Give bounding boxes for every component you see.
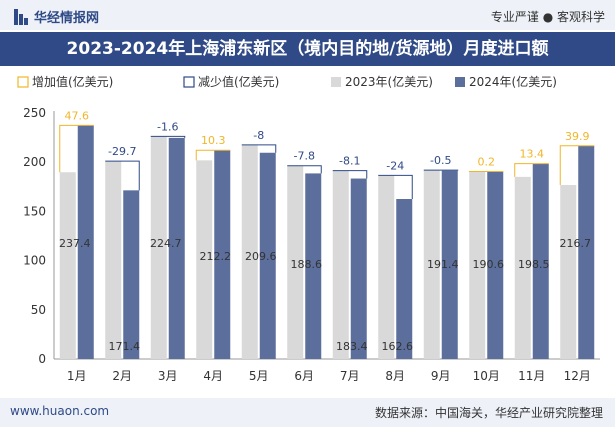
legend-label: 2023年(亿美元) [345, 74, 433, 89]
legend-marker [455, 77, 465, 87]
bar-2024 [305, 173, 322, 359]
increase-label: 47.6 [65, 109, 90, 122]
y-tick-label: 0 [38, 352, 46, 366]
x-tick-label: 11月 [518, 369, 545, 383]
bar-2024 [77, 125, 94, 359]
data-label-2024: 188.6 [291, 258, 323, 271]
bar-2023 [423, 170, 440, 359]
decrease-bracket [287, 165, 322, 174]
data-label-2024: 162.6 [382, 340, 414, 353]
decrease-bracket [150, 135, 186, 138]
decrease-bracket [105, 160, 140, 191]
data-label-2024: 191.4 [427, 258, 459, 271]
brand-name: 华经情报网 [34, 11, 100, 26]
increase-label: 13.4 [520, 148, 545, 161]
x-tick-label: 7月 [340, 369, 360, 383]
bar-2024 [487, 171, 504, 359]
decrease-label: -1.6 [157, 120, 178, 133]
data-label-2024: 216.7 [560, 237, 592, 250]
x-tick-label: 2月 [112, 369, 132, 383]
bar-2023 [378, 175, 395, 359]
bar-2023 [150, 136, 167, 359]
x-tick-label: 12月 [564, 369, 591, 383]
bar-2023 [560, 185, 577, 359]
increase-bracket [195, 149, 231, 161]
x-tick-label: 8月 [385, 369, 405, 383]
bar-2023 [514, 176, 531, 359]
bar-2024 [214, 150, 231, 359]
top-bar: 华经情报网 专业严谨 ● 客观科学 [0, 0, 615, 30]
legend-label: 减少值(亿美元) [198, 74, 279, 89]
data-label-2024: 209.6 [245, 250, 277, 263]
y-tick-label: 200 [23, 155, 46, 169]
y-tick-label: 50 [31, 303, 46, 317]
increase-bracket [514, 163, 549, 177]
bar-2023 [241, 144, 258, 359]
legend-label: 2024年(亿美元) [469, 74, 557, 89]
data-label-2024: 237.4 [59, 237, 91, 250]
x-tick-label: 3月 [158, 369, 178, 383]
decrease-bracket [378, 174, 413, 200]
data-label-2024: 198.5 [518, 258, 550, 271]
tagline: 专业严谨 ● 客观科学 [490, 10, 605, 24]
bar-2024 [350, 178, 367, 359]
brand: 华经情报网 [14, 7, 99, 26]
decrease-label: -8 [253, 129, 264, 142]
bar-2024 [578, 145, 595, 359]
chart-title: 2023-2024年上海浦东新区（境内目的地/货源地）月度进口额 [0, 32, 615, 66]
bar-2024 [123, 190, 140, 359]
y-tick-label: 250 [23, 106, 46, 120]
footer-bar: www.huaon.com 数据来源：中国海关，华经产业研究院整理 [0, 398, 615, 427]
x-tick-label: 4月 [203, 369, 223, 383]
y-tick-label: 150 [23, 204, 46, 218]
decrease-label: -0.5 [430, 154, 451, 167]
data-source: 数据来源：中国海关，华经产业研究院整理 [374, 406, 603, 420]
bar-2023 [287, 165, 304, 359]
increase-label: 39.9 [565, 130, 590, 143]
data-label-2024: 171.4 [109, 340, 141, 353]
bar-2024 [168, 137, 185, 359]
bar-2023 [332, 170, 349, 359]
bar-2024 [259, 152, 276, 359]
bar-2024 [396, 199, 413, 359]
x-tick-label: 10月 [473, 369, 500, 383]
decrease-label: -8.1 [339, 155, 360, 168]
data-label-2024: 190.6 [473, 258, 505, 271]
decrease-bracket [241, 144, 277, 153]
increase-label: 10.3 [201, 134, 226, 147]
increase-bracket [559, 145, 595, 186]
data-label-2024: 212.2 [200, 250, 232, 263]
decrease-label: -29.7 [108, 145, 136, 158]
bar-2023 [59, 172, 76, 359]
y-tick-label: 100 [23, 254, 46, 268]
increase-label: 0.2 [478, 155, 496, 168]
x-tick-label: 9月 [431, 369, 451, 383]
bar-2023 [105, 161, 122, 359]
legend-marker [331, 77, 341, 87]
footer-url[interactable]: www.huaon.com [10, 404, 110, 418]
x-tick-label: 6月 [294, 369, 314, 383]
legend-label: 增加值(亿美元) [32, 74, 113, 89]
data-label-2024: 183.4 [336, 340, 368, 353]
legend-marker [183, 76, 195, 88]
x-tick-label: 1月 [67, 369, 87, 383]
increase-bracket [59, 124, 94, 173]
decrease-label: -7.8 [294, 150, 315, 163]
data-label-2024: 224.7 [150, 237, 182, 250]
bar-2023 [469, 171, 486, 359]
bar-2023 [196, 160, 213, 359]
decrease-label: -24 [386, 159, 404, 172]
decrease-bracket [332, 170, 368, 179]
x-tick-label: 5月 [249, 369, 269, 383]
legend-marker [17, 76, 29, 88]
bar-2024 [532, 163, 549, 359]
bar-2024 [441, 170, 458, 359]
brand-logo-icon [14, 8, 28, 25]
